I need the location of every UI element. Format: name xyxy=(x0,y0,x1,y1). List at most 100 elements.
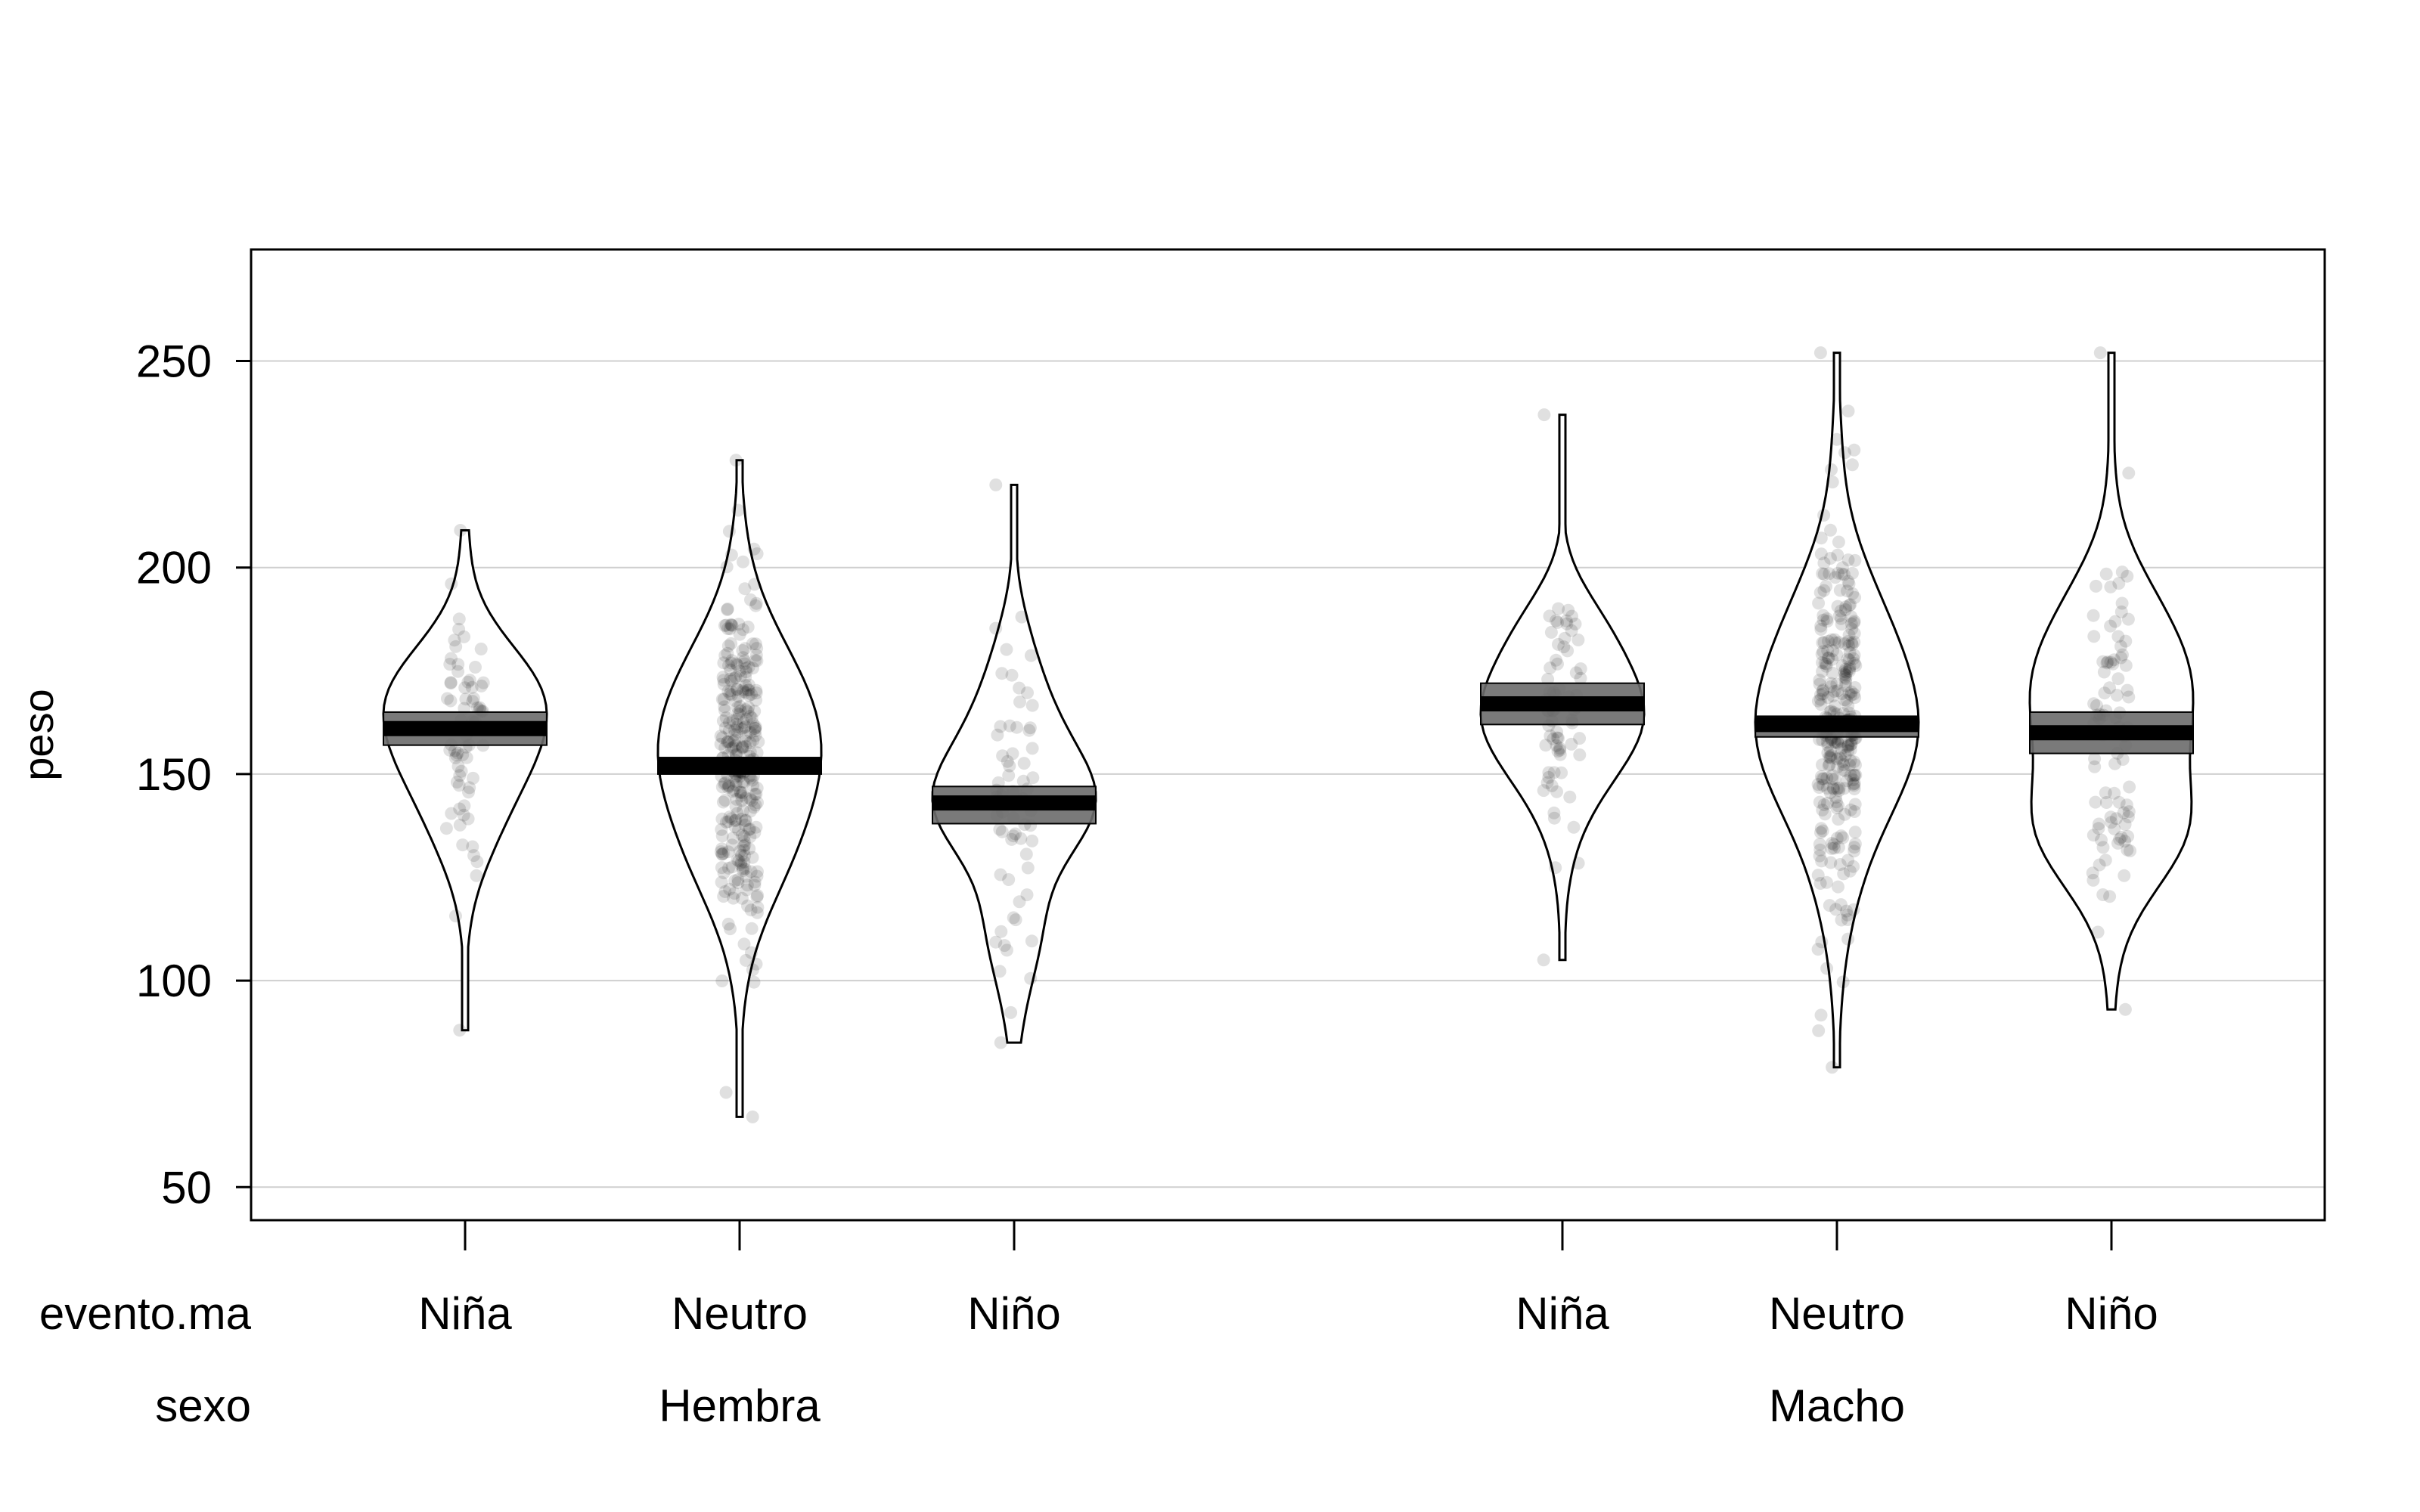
data-point xyxy=(2086,829,2100,842)
data-point xyxy=(1816,636,1829,649)
data-point xyxy=(746,662,759,675)
data-point xyxy=(1815,647,1829,661)
data-point xyxy=(2099,567,2113,581)
data-point xyxy=(740,869,753,883)
data-point xyxy=(1843,758,1857,772)
data-point xyxy=(475,679,489,692)
data-point xyxy=(737,651,750,665)
data-point xyxy=(749,720,762,733)
data-point xyxy=(1847,687,1860,701)
data-point xyxy=(1552,637,1565,651)
data-point xyxy=(1817,636,1831,649)
data-point xyxy=(722,525,736,538)
data-point xyxy=(1816,567,1829,581)
data-point xyxy=(1843,646,1857,659)
data-point xyxy=(1843,660,1857,674)
data-point xyxy=(441,692,454,705)
data-point xyxy=(737,683,749,696)
data-point xyxy=(1574,662,1587,676)
data-point xyxy=(1000,643,1013,656)
data-point xyxy=(1832,781,1846,795)
data-point xyxy=(1813,586,1827,600)
data-point xyxy=(1842,653,1856,667)
data-point xyxy=(731,689,745,703)
data-point xyxy=(1002,769,1016,782)
data-point xyxy=(994,1036,1007,1049)
data-point xyxy=(458,799,471,813)
data-point xyxy=(730,657,743,671)
data-point xyxy=(995,667,1009,680)
data-point xyxy=(745,711,759,725)
data-point xyxy=(1832,880,1844,894)
data-point xyxy=(741,620,755,634)
data-point xyxy=(1842,639,1856,652)
data-point xyxy=(2103,890,2117,903)
data-point xyxy=(744,593,757,606)
data-point xyxy=(1822,634,1835,648)
data-point xyxy=(730,775,743,789)
data-point xyxy=(1829,795,1843,809)
data-point xyxy=(716,714,730,728)
category-label: Niña xyxy=(1516,1288,1609,1339)
data-point xyxy=(1004,1005,1018,1019)
data-point xyxy=(727,735,740,748)
data-point xyxy=(1816,772,1829,785)
data-point xyxy=(743,792,757,806)
data-point xyxy=(2109,812,2123,826)
data-point xyxy=(1814,826,1827,839)
data-point xyxy=(747,801,761,814)
data-point xyxy=(1010,720,1023,734)
data-point xyxy=(752,735,765,748)
data-point xyxy=(743,804,757,818)
data-point xyxy=(748,705,762,718)
data-point xyxy=(740,878,754,892)
data-point xyxy=(2112,795,2126,809)
data-point xyxy=(723,882,737,896)
data-point xyxy=(1811,869,1825,882)
data-point xyxy=(1845,636,1858,649)
data-point xyxy=(1823,751,1836,764)
data-point xyxy=(736,775,749,789)
data-point xyxy=(722,736,736,749)
data-point xyxy=(1848,635,1861,649)
data-point xyxy=(2118,1002,2132,1016)
data-point xyxy=(1023,721,1037,735)
data-point xyxy=(444,677,458,690)
data-point xyxy=(718,704,731,717)
raw-data-points xyxy=(439,346,2137,1123)
data-point xyxy=(1812,596,1826,610)
data-point xyxy=(738,849,752,863)
data-point xyxy=(1836,754,1850,768)
data-point xyxy=(467,771,479,785)
data-point xyxy=(725,742,738,755)
data-point xyxy=(1848,691,1862,705)
data-point xyxy=(2123,780,2136,794)
data-point xyxy=(715,974,729,987)
data-point xyxy=(1848,776,1861,790)
data-point xyxy=(736,786,749,800)
data-point xyxy=(1547,811,1561,825)
data-point xyxy=(2121,612,2135,626)
data-point xyxy=(1568,617,1582,631)
data-point xyxy=(749,683,763,697)
data-point xyxy=(734,669,747,683)
data-point xyxy=(2103,681,2116,695)
data-point xyxy=(746,733,760,747)
data-point xyxy=(722,861,735,875)
data-point xyxy=(746,963,759,977)
data-point xyxy=(2101,655,2114,668)
data-point xyxy=(750,906,764,919)
data-point xyxy=(731,873,745,887)
data-point xyxy=(1822,759,1835,773)
data-point xyxy=(747,542,761,556)
data-point xyxy=(457,808,470,822)
data-point xyxy=(1824,552,1837,565)
data-point xyxy=(1839,672,1853,685)
data-point xyxy=(1836,831,1850,844)
data-point xyxy=(1822,652,1835,665)
data-point xyxy=(2122,466,2136,480)
data-point xyxy=(1826,781,1840,795)
data-point xyxy=(739,703,752,717)
data-point xyxy=(724,674,738,688)
category-label: Neutro xyxy=(672,1288,808,1339)
